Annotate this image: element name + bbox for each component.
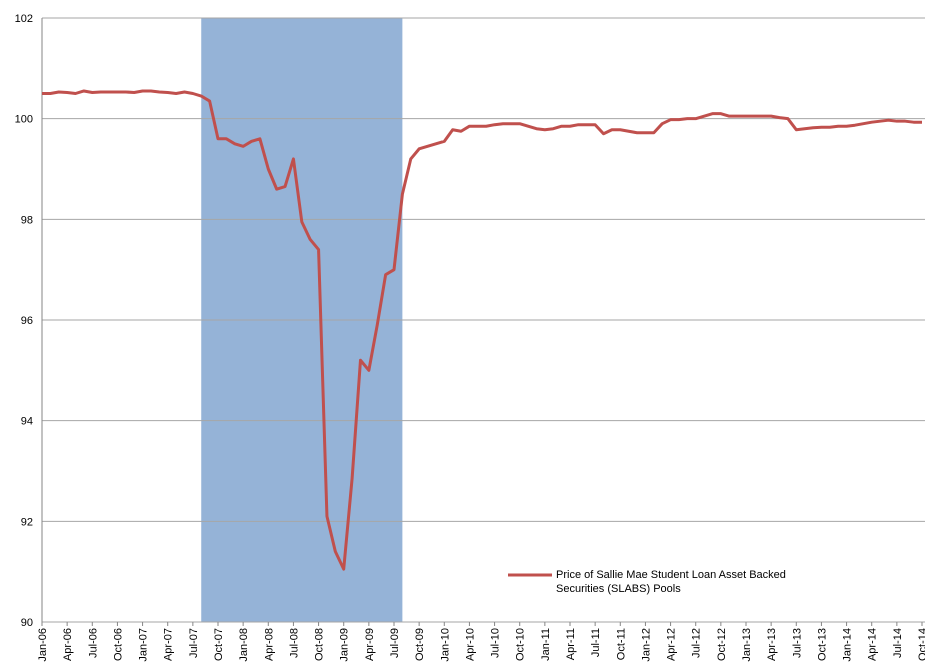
- x-tick-label: Jul-06: [87, 628, 99, 658]
- x-tick-label: Jul-08: [288, 628, 300, 658]
- y-tick-label: 94: [21, 416, 33, 428]
- x-tick-label: Jul-13: [791, 628, 803, 658]
- x-tick-label: Oct-11: [615, 628, 627, 660]
- x-tick-label: Jan-11: [540, 628, 552, 661]
- x-tick-label: Jul-09: [389, 628, 401, 658]
- x-tick-label: Oct-08: [314, 628, 326, 661]
- x-tick-label: Jan-13: [741, 628, 753, 662]
- y-tick-label: 98: [21, 214, 33, 226]
- x-tick-label: Jan-14: [842, 628, 854, 662]
- y-tick-label: 96: [21, 315, 33, 327]
- y-tick-label: 102: [15, 13, 33, 25]
- price-line: [42, 89, 922, 571]
- x-tick-label: Jul-12: [691, 628, 703, 658]
- legend-label: Price of Sallie Mae Student Loan Asset B…: [556, 569, 786, 595]
- x-tick-label: Oct-06: [112, 628, 124, 661]
- x-tick-label: Apr-09: [364, 628, 376, 661]
- y-tick-label: 100: [15, 114, 33, 126]
- x-tick-label: Oct-09: [414, 628, 426, 661]
- x-tick-label: Jul-07: [188, 628, 200, 658]
- x-tick-label: Jan-09: [339, 628, 351, 662]
- x-tick-label: Oct-14: [917, 628, 925, 661]
- x-tick-label: Jan-06: [37, 628, 49, 662]
- x-tick-label: Jan-12: [640, 628, 652, 662]
- x-tick-label: Oct-12: [716, 628, 728, 661]
- x-tick-label: Apr-08: [263, 628, 275, 661]
- x-tick-label: Apr-06: [62, 628, 74, 661]
- x-tick-label: Jan-07: [138, 628, 150, 662]
- x-tick-label: Apr-10: [464, 628, 476, 661]
- x-tick-label: Apr-12: [666, 628, 678, 661]
- x-tick-label: Jul-11: [590, 628, 602, 657]
- x-tick-label: Apr-13: [766, 628, 778, 661]
- x-tick-label: Apr-11: [565, 628, 577, 660]
- x-tick-label: Oct-07: [213, 628, 225, 661]
- y-tick-label: 90: [21, 617, 33, 629]
- x-tick-label: Apr-14: [867, 628, 879, 661]
- y-tick-label: 92: [21, 516, 33, 528]
- x-tick-label: Jul-14: [892, 628, 904, 658]
- x-tick-label: Oct-13: [816, 628, 828, 661]
- x-tick-label: Apr-07: [163, 628, 175, 661]
- x-tick-label: Oct-10: [515, 628, 527, 661]
- x-tick-label: Jan-10: [439, 628, 451, 662]
- x-tick-label: Jan-08: [238, 628, 250, 662]
- x-tick-label: Jul-10: [490, 628, 502, 658]
